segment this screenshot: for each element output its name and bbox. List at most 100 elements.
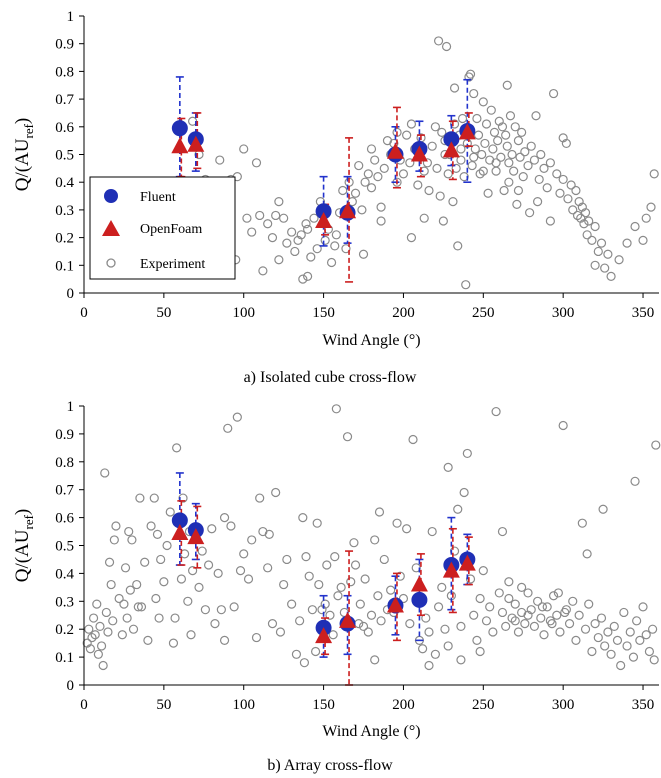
experiment-point — [424, 627, 434, 637]
openfoam-point — [410, 145, 428, 162]
experiment-point — [117, 630, 127, 640]
experiment-point — [504, 177, 514, 187]
experiment-point — [392, 518, 402, 528]
experiment-point — [513, 627, 524, 637]
y-axis-label-close: ) — [12, 509, 33, 515]
x-ticks: 0 50 100 150 200 250 300 350 — [80, 293, 654, 321]
experiment-point — [430, 122, 440, 132]
experiment-point — [188, 566, 198, 576]
experiment-point — [552, 169, 562, 179]
experiment-point — [219, 635, 230, 645]
experiment-point — [279, 213, 289, 223]
legend-fluent-marker — [104, 189, 118, 203]
y-tick-label: 0.1 — [55, 258, 74, 274]
experiment-point — [370, 655, 380, 665]
experiment-point — [96, 641, 107, 651]
experiment-point — [580, 208, 591, 218]
y-axis-label: Q/(AUref) — [12, 509, 36, 583]
experiment-point — [517, 127, 527, 137]
experiment-point — [366, 610, 377, 620]
experiment-point — [239, 144, 249, 154]
experiment-point — [296, 230, 306, 240]
experiment-point — [363, 627, 373, 637]
experiment-point — [638, 235, 648, 245]
experiment-point — [363, 169, 373, 179]
experiment-point — [491, 166, 501, 176]
x-tick-label: 50 — [156, 305, 171, 321]
experiment-point — [422, 158, 433, 168]
experiment-point — [203, 560, 214, 570]
y-tick-label: 0.3 — [55, 594, 74, 610]
experiment-point — [504, 158, 514, 168]
experiment-point — [456, 621, 466, 632]
experiment-point — [545, 216, 555, 226]
model-markers — [171, 120, 476, 228]
y-tick-label: 0.7 — [55, 483, 74, 499]
experiment-point — [488, 627, 498, 637]
experiment-point — [462, 448, 472, 459]
y-axis-label: Q/(AUref) — [12, 118, 36, 192]
experiment-point — [328, 630, 338, 640]
experiment-point — [606, 649, 616, 659]
experiment-point — [453, 504, 463, 514]
experiment-point — [651, 440, 661, 450]
experiment-point — [398, 593, 409, 604]
experiment-point — [641, 213, 651, 223]
experiment-point — [95, 621, 105, 632]
experiment-point — [331, 404, 341, 414]
experiment-point — [501, 130, 511, 140]
experiment-point — [475, 646, 485, 657]
experiment-point — [648, 624, 658, 634]
experiment-point — [496, 152, 506, 162]
experiment-point — [590, 221, 600, 232]
experiment-point — [135, 493, 145, 503]
experiment-point — [547, 619, 557, 629]
x-axis-label: Wind Angle (°) — [322, 723, 420, 740]
y-tick-label: 0.8 — [55, 455, 74, 471]
experiment-point — [291, 649, 302, 659]
experiment-point — [497, 122, 508, 132]
y-ticks: 0 0.1 0.2 0.3 0.4 0.5 0.6 0.7 0.8 0.9 1 — [55, 9, 84, 302]
experiment-point — [520, 147, 530, 157]
experiment-point — [491, 406, 501, 417]
y-tick-label: 0.2 — [55, 231, 74, 247]
experiment-point — [480, 138, 490, 149]
experiment-point — [165, 507, 175, 517]
experiment-point — [314, 579, 324, 590]
experiment-point — [593, 246, 603, 257]
experiment-point — [571, 635, 581, 645]
experiment-point — [101, 607, 111, 618]
experiment-point — [210, 619, 220, 629]
openfoam-point — [386, 596, 404, 613]
experiment-point — [598, 504, 608, 514]
experiment-point — [646, 202, 656, 212]
experiment-point — [287, 227, 297, 237]
x-tick-label: 50 — [156, 697, 171, 713]
experiment-point — [579, 219, 589, 229]
experiment-point — [239, 549, 249, 559]
experiment-point — [366, 144, 377, 154]
experiment-point — [186, 630, 196, 640]
experiment-point — [558, 420, 568, 431]
experiment-point — [555, 188, 565, 198]
experiment-point — [644, 646, 655, 657]
experiment-point — [641, 630, 651, 640]
x-tick-label: 250 — [472, 697, 495, 713]
experiment-point — [542, 602, 552, 612]
experiment-point — [149, 493, 159, 503]
experiment-point — [489, 127, 500, 137]
experiment-point — [168, 638, 179, 648]
experiment-point — [501, 621, 511, 632]
y-axis-label-sub: ref — [21, 514, 36, 529]
experiment-point — [518, 172, 528, 182]
experiment-point — [614, 255, 624, 265]
experiment-point — [301, 552, 311, 562]
experiment-point — [100, 468, 110, 478]
experiment-point — [274, 196, 284, 207]
experiment-point — [533, 196, 543, 207]
experiment-point — [282, 238, 292, 248]
experiment-point — [568, 596, 578, 606]
experiment-point — [298, 512, 308, 523]
experiment-point — [502, 80, 512, 90]
experiment-point — [304, 571, 314, 581]
